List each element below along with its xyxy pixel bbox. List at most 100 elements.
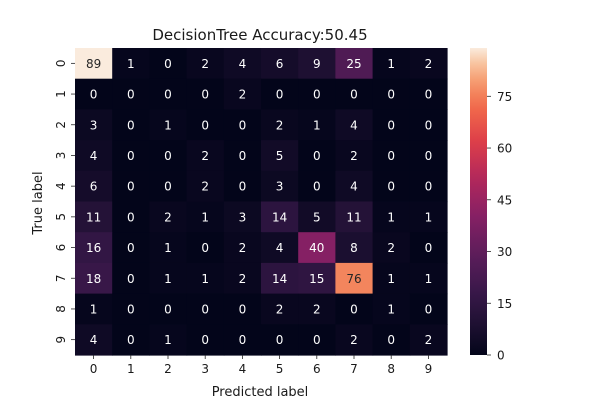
heatmap-cell-5-6 xyxy=(298,201,336,233)
cell-label-3-9: 0 xyxy=(425,149,433,163)
heatmap-cell-9-8 xyxy=(372,324,411,356)
cell-label-5-4: 3 xyxy=(239,210,247,224)
cell-label-4-6: 0 xyxy=(313,180,321,194)
cell-label-7-1: 0 xyxy=(127,272,135,286)
cell-label-0-1: 1 xyxy=(127,57,135,71)
cell-label-5-0: 11 xyxy=(86,210,101,224)
cell-label-8-1: 0 xyxy=(127,302,135,316)
cell-label-3-4: 0 xyxy=(239,149,247,163)
y-tick-label-7: 7 xyxy=(54,274,68,282)
cell-label-1-7: 0 xyxy=(350,88,358,102)
cell-label-1-3: 0 xyxy=(201,88,209,102)
cell-label-5-1: 0 xyxy=(127,210,135,224)
cell-label-6-9: 0 xyxy=(425,241,433,255)
cell-label-8-8: 1 xyxy=(387,302,395,316)
cell-label-6-0: 16 xyxy=(86,241,101,255)
cell-label-8-3: 0 xyxy=(201,302,209,316)
heatmap-cell-8-7 xyxy=(335,293,374,325)
cell-label-9-5: 0 xyxy=(276,333,284,347)
heatmap-cell-5-3 xyxy=(186,201,225,233)
heatmap-cell-9-4 xyxy=(223,324,262,356)
heatmap-cell-5-7 xyxy=(335,201,374,233)
y-tick-label-6: 6 xyxy=(54,244,68,252)
heatmap-cell-8-5 xyxy=(261,293,299,325)
heatmap-cell-3-6 xyxy=(298,140,336,172)
heatmap-cell-0-4 xyxy=(223,48,262,80)
cell-label-6-2: 1 xyxy=(164,241,172,255)
heatmap-cell-1-5 xyxy=(261,78,299,110)
heatmap-cell-2-1 xyxy=(112,109,150,141)
heatmap-cell-4-5 xyxy=(261,170,299,203)
heatmap-cell-3-1 xyxy=(112,140,150,172)
cell-label-2-0: 3 xyxy=(90,118,98,132)
heatmap-cell-0-8 xyxy=(372,48,411,80)
cell-label-0-6: 9 xyxy=(313,57,321,71)
cell-label-3-8: 0 xyxy=(387,149,395,163)
y-axis-label: True label xyxy=(31,171,46,235)
heatmap-cell-8-1 xyxy=(112,293,150,325)
y-tick-label-5: 5 xyxy=(54,213,68,221)
heatmap-cell-1-2 xyxy=(149,78,188,110)
colorbar-tick-label-45: 45 xyxy=(497,193,512,207)
heatmap-cell-4-4 xyxy=(223,170,262,203)
heatmap-cell-4-0 xyxy=(75,170,113,203)
heatmap-cell-0-7 xyxy=(335,48,374,80)
cell-label-3-5: 5 xyxy=(276,149,284,163)
cell-label-1-6: 0 xyxy=(313,88,321,102)
cell-label-4-9: 0 xyxy=(425,180,433,194)
cell-label-1-4: 2 xyxy=(239,88,247,102)
x-axis: 0 1 2 3 4 5 6 7 8 9 xyxy=(90,355,432,376)
heatmap-cell-4-2 xyxy=(149,170,188,203)
x-tick-label-2: 2 xyxy=(164,362,172,376)
cell-label-8-0: 1 xyxy=(90,302,98,316)
cell-label-9-1: 0 xyxy=(127,333,135,347)
heatmap-cell-8-6 xyxy=(298,293,336,325)
heatmap-cell-6-0 xyxy=(75,232,113,264)
x-tick-label-5: 5 xyxy=(276,362,284,376)
cell-label-2-4: 0 xyxy=(239,118,247,132)
heatmap-cell-2-8 xyxy=(372,109,411,141)
cell-label-5-9: 1 xyxy=(425,210,433,224)
heatmap-cell-5-2 xyxy=(149,201,188,233)
cell-label-4-7: 4 xyxy=(350,180,358,194)
heatmap-cell-9-0 xyxy=(75,324,113,356)
cell-label-1-0: 0 xyxy=(90,88,98,102)
y-tick-label-2: 2 xyxy=(54,121,68,129)
cell-label-1-5: 0 xyxy=(276,88,284,102)
colorbar-gradient xyxy=(470,48,487,355)
heatmap-cell-0-0 xyxy=(75,48,113,80)
cell-label-2-6: 1 xyxy=(313,118,321,132)
cell-label-3-1: 0 xyxy=(127,149,135,163)
cell-label-7-6: 15 xyxy=(309,272,324,286)
cell-label-4-0: 6 xyxy=(90,180,98,194)
cell-label-9-3: 0 xyxy=(201,333,209,347)
heatmap-cell-1-3 xyxy=(186,78,225,110)
cell-label-7-0: 18 xyxy=(86,272,101,286)
x-axis-label: Predicted label xyxy=(212,385,309,400)
cell-label-7-5: 14 xyxy=(272,272,287,286)
heatmap-cell-0-2 xyxy=(149,48,188,80)
cell-label-8-2: 0 xyxy=(164,302,172,316)
heatmap-cell-3-3 xyxy=(186,140,225,172)
cell-label-7-4: 2 xyxy=(239,272,247,286)
cell-label-4-5: 3 xyxy=(276,180,284,194)
cell-label-3-7: 2 xyxy=(350,149,358,163)
heatmap-cell-0-1 xyxy=(112,48,150,80)
heatmap-cell-2-3 xyxy=(186,109,225,141)
heatmap-cell-4-9 xyxy=(409,170,448,203)
cell-label-2-9: 0 xyxy=(425,118,433,132)
heatmap-cell-8-3 xyxy=(186,293,225,325)
heatmap-cell-9-3 xyxy=(186,324,225,356)
heatmap-cell-2-9 xyxy=(409,109,448,141)
heatmap-cell-9-6 xyxy=(298,324,336,356)
cell-label-3-3: 2 xyxy=(201,149,209,163)
cell-label-0-2: 0 xyxy=(164,57,172,71)
colorbar-tick-label-15: 15 xyxy=(497,297,512,311)
heatmap-cell-5-4 xyxy=(223,201,262,233)
cell-label-9-8: 0 xyxy=(387,333,395,347)
heatmap-cell-4-6 xyxy=(298,170,336,203)
cell-label-6-3: 0 xyxy=(201,241,209,255)
cell-label-6-4: 2 xyxy=(239,241,247,255)
heatmap-cell-1-9 xyxy=(409,78,448,110)
cell-label-8-9: 0 xyxy=(425,302,433,316)
